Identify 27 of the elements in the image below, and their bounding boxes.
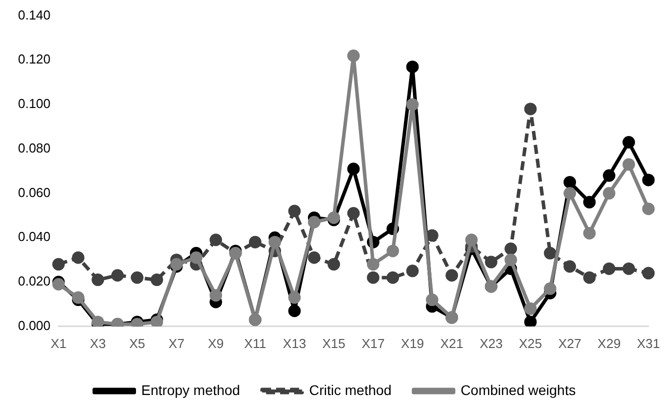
x-tick-label: X19: [400, 336, 424, 351]
x-tick-label: X27: [558, 336, 582, 351]
x-tick-label: X21: [440, 336, 464, 351]
x-tick-label: X17: [362, 336, 385, 351]
y-tick-label: 0.080: [18, 140, 51, 156]
x-tick-label: X1: [50, 336, 66, 351]
y-tick-label: 0.100: [18, 96, 51, 112]
x-tick-label: X29: [598, 336, 621, 351]
x-tick-label: X23: [480, 336, 503, 351]
y-tick-label: 0.140: [18, 7, 51, 22]
y-tick-label: 0.000: [18, 318, 51, 333]
x-tick-label: X9: [208, 336, 224, 351]
legend-label: Combined weights: [460, 382, 576, 398]
x-tick-label: X7: [168, 336, 184, 351]
x-tick-label: X11: [244, 336, 266, 351]
y-tick-label: 0.040: [18, 229, 51, 244]
x-tick-label: X3: [90, 336, 106, 351]
y-tick-label: 0.120: [18, 52, 51, 67]
legend-label: Entropy method: [141, 382, 240, 398]
x-tick-label: X31: [636, 336, 660, 351]
x-tick-label: X5: [129, 336, 146, 351]
x-tick-label: X13: [282, 336, 306, 351]
y-tick-label: 0.060: [18, 184, 51, 200]
x-tick-label: X25: [518, 336, 542, 351]
y-tick-label: 0.020: [18, 274, 51, 289]
legend-label: Critic method: [309, 382, 392, 398]
x-tick-label: X15: [322, 336, 346, 351]
